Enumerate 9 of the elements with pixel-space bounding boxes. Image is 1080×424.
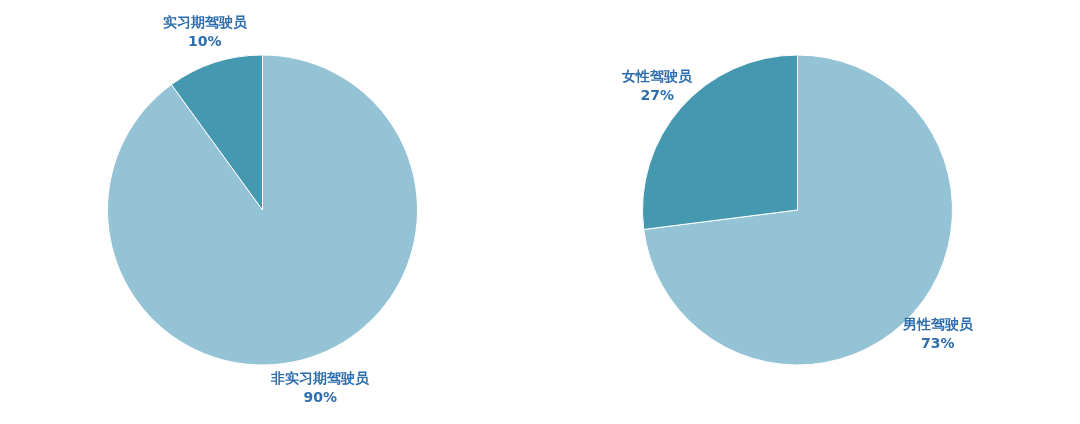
slice-label: 实习期驾驶员 xyxy=(162,14,248,31)
data-label: 73% xyxy=(921,334,955,351)
data-label: 10% xyxy=(187,33,222,50)
pie-slice xyxy=(107,54,418,366)
data-label: 27% xyxy=(640,87,674,104)
slice-label: 女性驾驶员 xyxy=(621,68,694,85)
slice-label: 男性驾驶员 xyxy=(901,315,974,332)
slice-label: 非实习期驾驶员 xyxy=(270,369,371,386)
data-label: 90% xyxy=(303,388,338,405)
